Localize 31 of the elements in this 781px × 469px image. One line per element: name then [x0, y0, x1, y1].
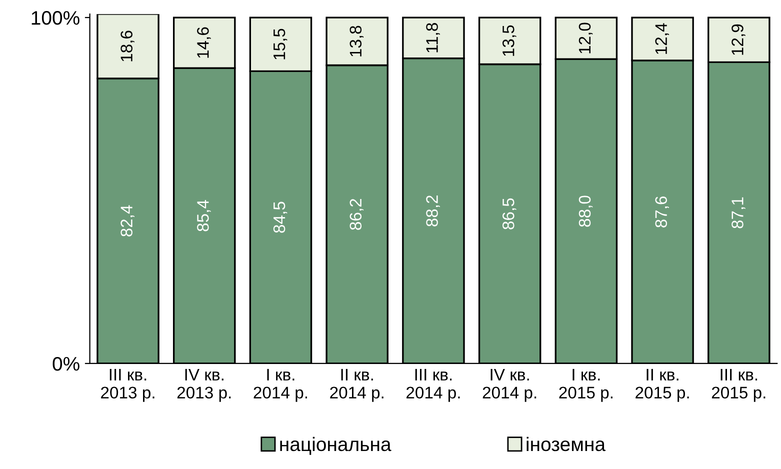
- x-tick-label: III кв. 2015 р.: [712, 368, 766, 402]
- data-label: 84,5: [273, 202, 288, 233]
- data-label: 18,6: [120, 30, 134, 62]
- x-tick-label: IV кв. 2014 р.: [482, 368, 536, 402]
- x-tick-label: IV кв. 2013 р.: [177, 368, 231, 402]
- x-tick-label: III кв. 2013 р.: [101, 368, 154, 402]
- data-label: 13,8: [350, 26, 364, 56]
- data-label: 87,1: [732, 197, 746, 228]
- data-label: 82,4: [120, 205, 134, 236]
- data-label: 88,0: [578, 196, 593, 227]
- y-tick-label: 0%: [52, 356, 80, 371]
- data-label: 87,6: [655, 196, 669, 228]
- legend-label: національна: [280, 436, 392, 455]
- data-label: 85,4: [197, 200, 211, 232]
- data-label: 86,2: [350, 198, 364, 230]
- x-tick-label: II кв. 2014 р.: [330, 368, 384, 402]
- x-tick-label: I кв. 2014 р.: [254, 368, 308, 402]
- data-label: 12,0: [578, 22, 593, 54]
- y-tick-label: 100%: [32, 10, 80, 25]
- x-tick-label: I кв. 2015 р.: [559, 368, 612, 402]
- data-label: 88,2: [426, 196, 440, 226]
- data-label: 86,5: [502, 198, 516, 230]
- data-label: 12,9: [732, 24, 746, 55]
- data-label: 12,4: [655, 23, 669, 54]
- data-label: 15,5: [274, 28, 288, 60]
- legend-label: іноземна: [526, 436, 606, 452]
- data-label: 14,6: [197, 27, 211, 58]
- x-tick-label: III кв. 2014 р.: [406, 368, 460, 402]
- x-tick-label: II кв. 2015 р.: [636, 368, 689, 402]
- data-label: 11,8: [426, 23, 440, 52]
- data-label: 13,5: [502, 25, 516, 56]
